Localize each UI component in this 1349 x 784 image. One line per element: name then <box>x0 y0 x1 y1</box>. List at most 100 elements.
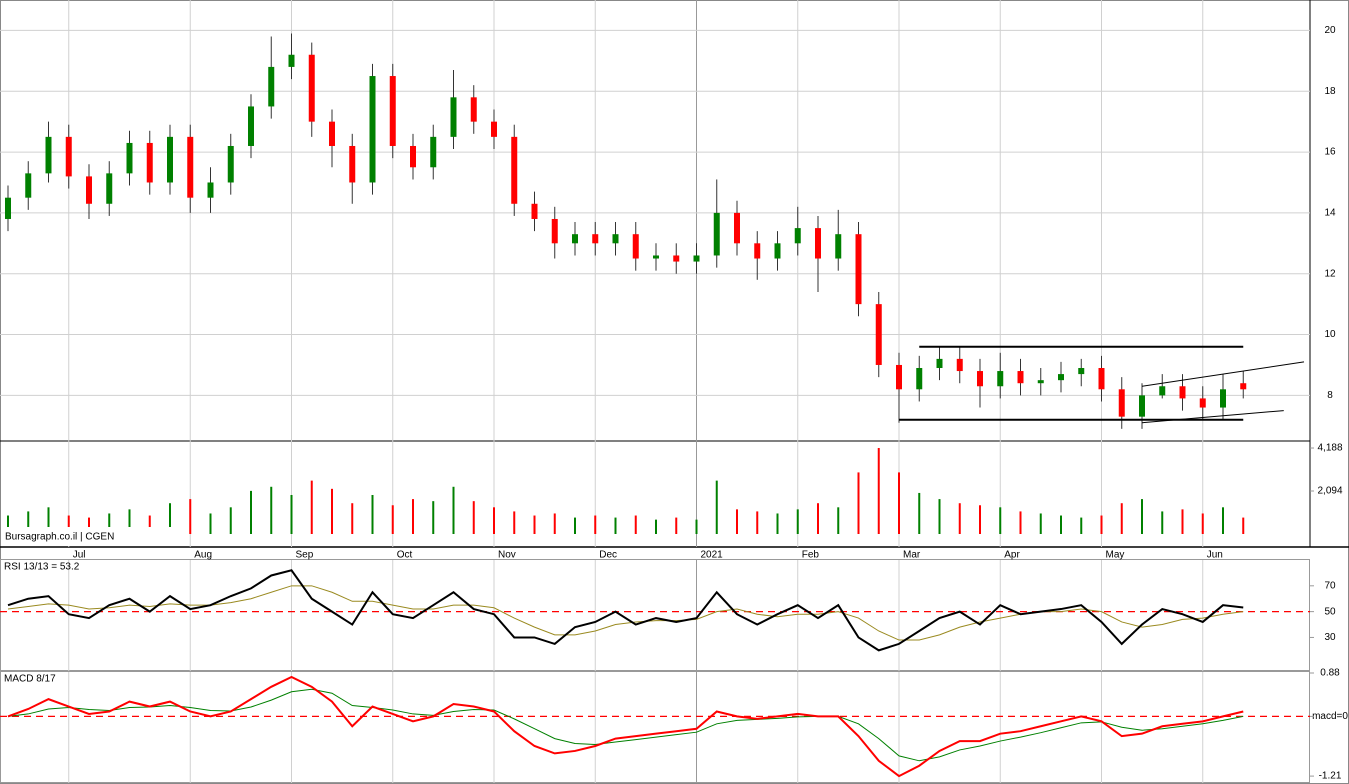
volume-bar <box>189 499 192 534</box>
volume-bar <box>290 494 293 534</box>
volume-bar <box>574 517 576 534</box>
volume-bar <box>128 509 131 534</box>
volume-bar <box>88 517 90 534</box>
volume-bar <box>958 503 961 534</box>
candle-body <box>430 136 437 168</box>
candle-body <box>470 97 477 122</box>
volume-bar <box>472 501 475 534</box>
volume-bar <box>594 515 597 534</box>
candle-body <box>1179 386 1186 399</box>
volume-bar <box>250 490 252 534</box>
candle-body <box>875 304 882 365</box>
panel-title: RSI 13/13 = 53.2 <box>4 562 80 573</box>
volume-bar <box>877 448 880 534</box>
y-tick-label: 18 <box>1324 86 1336 97</box>
candle-body <box>1017 371 1024 384</box>
candle-body <box>308 54 315 122</box>
candle-body <box>369 76 376 183</box>
x-tick-label: Dec <box>599 550 617 561</box>
y-tick-label: 50 <box>1324 606 1336 617</box>
candle-body <box>1159 386 1166 396</box>
volume-bar <box>513 511 516 534</box>
volume-bar <box>351 503 354 534</box>
candle-body <box>1220 389 1226 408</box>
candle-body <box>673 255 680 262</box>
x-tick-label: Oct <box>397 550 413 561</box>
x-tick-label: 2021 <box>701 550 724 561</box>
volume-bar <box>67 515 70 534</box>
volume-bar <box>229 507 232 534</box>
macd-panel <box>0 671 1310 783</box>
volume-bar <box>432 501 435 534</box>
volume-bar <box>148 515 151 534</box>
candle-body <box>713 212 720 256</box>
indicator-line <box>7 569 1244 652</box>
candle-body <box>1118 389 1125 417</box>
volume-bar <box>391 505 394 534</box>
volume-bar <box>47 507 50 534</box>
volume-bar <box>614 517 617 534</box>
x-tick-label: Jul <box>73 550 86 561</box>
candle-body <box>491 121 497 137</box>
candle-body <box>288 54 295 67</box>
candle-body <box>936 358 943 369</box>
candle-body <box>167 136 173 183</box>
volume-bar <box>1080 517 1083 534</box>
volume-bar <box>634 515 637 534</box>
volume-bar <box>898 472 900 534</box>
candle-body <box>187 136 194 198</box>
volume-bar <box>1100 515 1103 534</box>
candle-body <box>774 243 781 259</box>
candle-body <box>227 145 234 183</box>
volume-bar <box>918 492 921 534</box>
volume-bar <box>7 515 9 534</box>
volume-bar <box>695 519 698 534</box>
candle-body <box>1240 383 1247 390</box>
volume-bar <box>1242 517 1245 534</box>
volume-bar <box>452 486 455 534</box>
candle-body <box>734 212 740 244</box>
volume-bar <box>27 511 30 534</box>
y-tick-label: 4,188 <box>1317 443 1342 454</box>
volume-bar <box>1141 499 1143 534</box>
candle-body <box>146 142 153 183</box>
volume-bar <box>310 480 313 534</box>
candle-body <box>997 371 1004 387</box>
volume-bar <box>756 511 759 534</box>
candle-body <box>5 197 11 219</box>
candle-body <box>815 228 821 259</box>
indicator-line <box>7 688 1244 762</box>
candle-body <box>268 66 275 107</box>
volume-bar <box>796 509 799 534</box>
volume-bar <box>999 507 1002 534</box>
volume-bar <box>169 503 171 534</box>
volume-bar <box>776 513 779 534</box>
volume-bar <box>1161 511 1164 534</box>
y-tick-label: 12 <box>1324 268 1336 279</box>
trendline <box>1141 410 1284 424</box>
volume-bar <box>1019 511 1022 534</box>
y-tick-label: 14 <box>1324 208 1336 219</box>
source-box <box>2 527 178 546</box>
volume-bar <box>553 513 556 534</box>
candle-body <box>450 97 457 137</box>
candle-body <box>693 255 700 262</box>
volume-bar <box>715 480 718 534</box>
volume-bar <box>1222 507 1224 534</box>
volume-bar <box>736 509 738 534</box>
x-tick-label: Nov <box>498 550 516 561</box>
y-tick-label: macd=0 <box>1312 711 1348 722</box>
volume-bar <box>533 515 536 534</box>
volume-bar <box>493 507 495 534</box>
volume-bar <box>938 499 941 534</box>
candle-body <box>592 234 599 244</box>
candle-body <box>1139 395 1145 417</box>
candle-body <box>248 106 254 146</box>
y-tick-label: 2,094 <box>1317 486 1342 497</box>
volume-bar <box>108 513 111 534</box>
candle-body <box>855 234 862 305</box>
x-tick-label: Jun <box>1207 550 1223 561</box>
x-tick-label: May <box>1106 550 1125 561</box>
candle-body <box>916 368 923 390</box>
y-tick-label: 8 <box>1327 390 1333 401</box>
